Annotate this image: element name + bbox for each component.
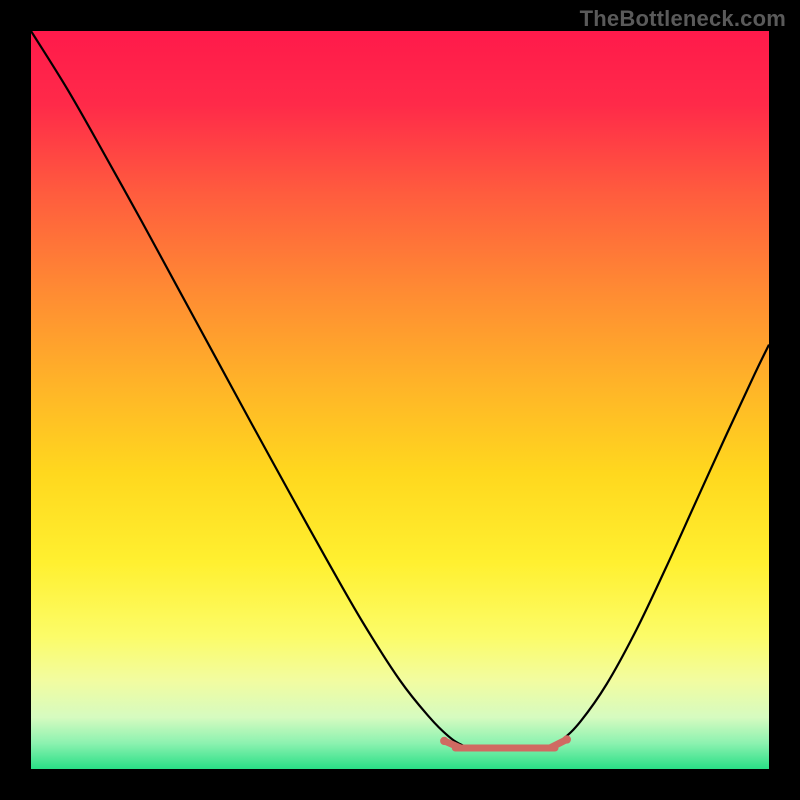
plot-area <box>31 31 769 769</box>
watermark-text: TheBottleneck.com <box>580 6 786 32</box>
optimal-range-endpoint <box>563 735 571 743</box>
bottleneck-curve <box>31 31 769 749</box>
curve-layer <box>31 31 769 769</box>
optimal-range-endpoint <box>440 737 448 745</box>
chart-frame: TheBottleneck.com <box>0 0 800 800</box>
